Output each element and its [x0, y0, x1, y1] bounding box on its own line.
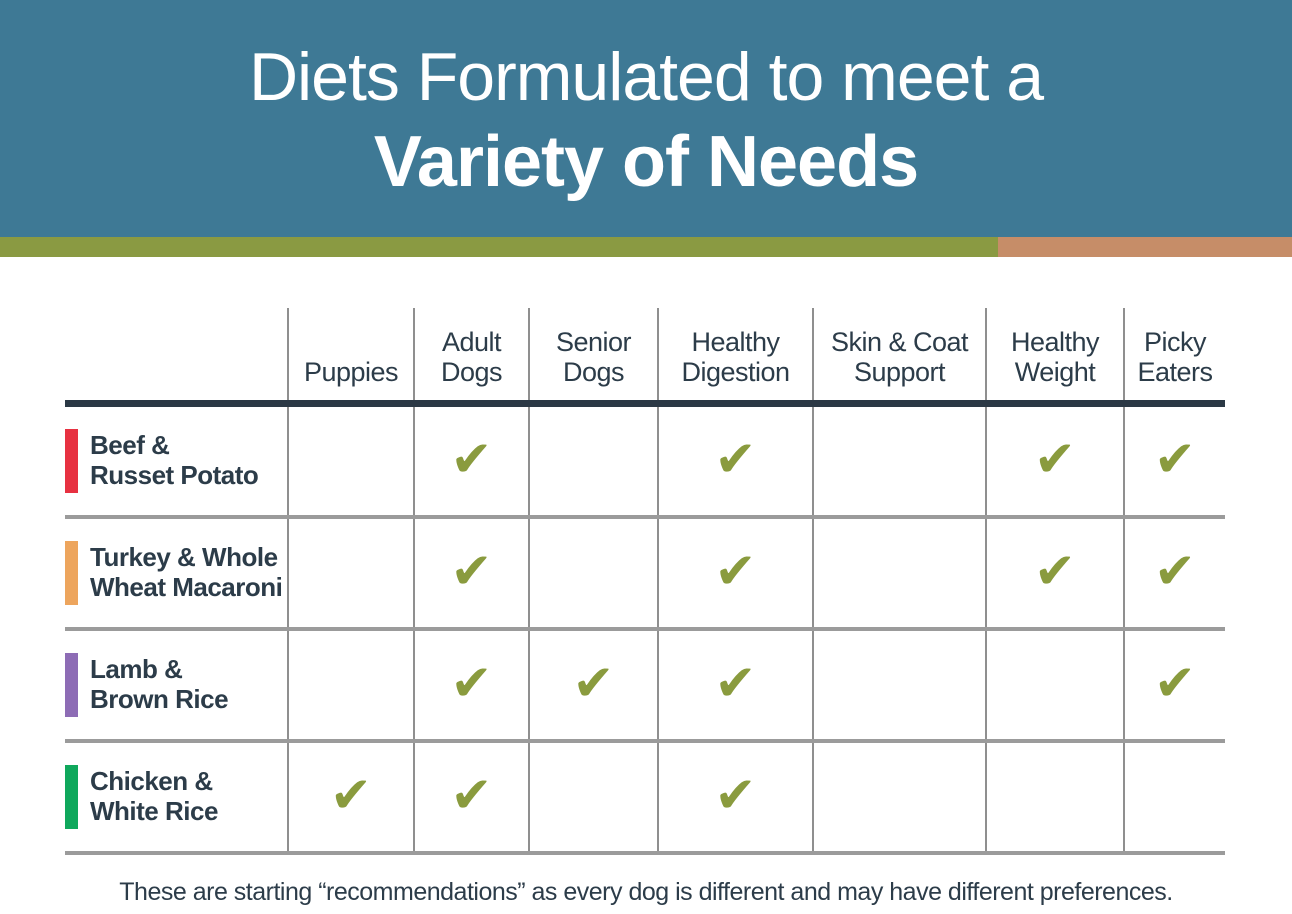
checkmark-icon: ✔ — [572, 655, 615, 711]
title-banner: Diets Formulated to meet a Variety of Ne… — [0, 0, 1292, 237]
column-header-text: Dogs — [562, 356, 625, 387]
row-label-text: Brown Rice — [90, 684, 229, 714]
checkmark-icon: ✔ — [450, 543, 493, 599]
column-header-adult-dogs: Adult Dogs — [413, 308, 528, 400]
table-body: Beef & Russet Potato ✔ ✔ ✔ ✔ Turkey & Whole Whe… — [65, 407, 1225, 855]
cell-skin-coat-support — [812, 631, 985, 739]
row-label-cell: Chicken & White Rice — [65, 743, 287, 851]
checkmark-icon: ✔ — [1154, 655, 1196, 711]
cell-senior-dogs — [528, 519, 657, 627]
row-label-text: Chicken & — [90, 766, 213, 797]
row-color-bar — [65, 541, 78, 605]
column-header-skin-coat-support: Skin & Coat Support — [812, 308, 985, 400]
cell-adult-dogs: ✔ — [413, 407, 528, 515]
row-label-cell: Lamb & Brown Rice — [65, 631, 287, 739]
accent-stripe-salmon — [998, 237, 1292, 257]
cell-healthy-digestion: ✔ — [657, 407, 812, 515]
checkmark-icon: ✔ — [714, 431, 757, 487]
accent-stripe-green — [0, 237, 998, 257]
cell-skin-coat-support — [812, 407, 985, 515]
cell-picky-eaters: ✔ — [1123, 407, 1225, 515]
column-header-text: Skin & Coat — [830, 326, 969, 357]
cell-healthy-weight: ✔ — [985, 407, 1123, 515]
row-label-text: White Rice — [90, 796, 218, 826]
cell-healthy-digestion: ✔ — [657, 743, 812, 851]
cell-puppies — [287, 519, 413, 627]
page-title-line1: Diets Formulated to meet a — [248, 39, 1044, 115]
row-color-bar — [65, 653, 78, 717]
cell-picky-eaters — [1123, 743, 1225, 851]
column-header-row: Puppies Adult Dogs Senior Dogs Healthy Digesti… — [65, 308, 1225, 400]
table-row-lamb-brown-rice: Lamb & Brown Rice ✔ ✔ ✔ ✔ — [65, 631, 1225, 743]
table-row-beef-russet-potato: Beef & Russet Potato ✔ ✔ ✔ ✔ — [65, 407, 1225, 519]
column-header-text: Weight — [1014, 356, 1096, 387]
page-title-line2: Variety of Needs — [373, 122, 919, 203]
cell-picky-eaters: ✔ — [1123, 519, 1225, 627]
column-header-text: Adult — [441, 326, 502, 357]
cell-senior-dogs — [528, 407, 657, 515]
column-header-picky-eaters: Picky Eaters — [1123, 308, 1225, 400]
table-row-turkey-whole-wheat-macaroni: Turkey & Whole Wheat Macaroni ✔ ✔ ✔ ✔ — [65, 519, 1225, 631]
row-label-text: Wheat Macaroni — [90, 572, 283, 602]
header-divider-line — [65, 400, 1225, 407]
cell-puppies: ✔ — [287, 743, 413, 851]
checkmark-icon: ✔ — [1034, 543, 1076, 599]
column-header-healthy-weight: Healthy Weight — [985, 308, 1123, 400]
checkmark-icon: ✔ — [714, 655, 757, 711]
row-label: Beef & Russet Potato — [90, 430, 259, 491]
row-label-text: Turkey & Whole — [90, 542, 278, 573]
accent-stripe — [0, 237, 1292, 257]
checkmark-icon: ✔ — [714, 543, 757, 599]
cell-picky-eaters: ✔ — [1123, 631, 1225, 739]
column-header-puppies: Puppies — [287, 308, 413, 400]
column-header-senior-dogs: Senior Dogs — [528, 308, 657, 400]
column-header-text: Puppies — [303, 356, 399, 387]
column-header-text: Eaters — [1137, 356, 1213, 387]
checkmark-icon: ✔ — [1034, 431, 1076, 487]
column-header-text: Healthy — [1010, 326, 1100, 357]
cell-puppies — [287, 407, 413, 515]
cell-adult-dogs: ✔ — [413, 631, 528, 739]
cell-adult-dogs: ✔ — [413, 519, 528, 627]
cell-skin-coat-support — [812, 519, 985, 627]
row-color-bar — [65, 429, 78, 493]
cell-healthy-weight — [985, 743, 1123, 851]
diet-comparison-table: Puppies Adult Dogs Senior Dogs Healthy Digesti… — [65, 308, 1225, 855]
cell-senior-dogs — [528, 743, 657, 851]
cell-senior-dogs: ✔ — [528, 631, 657, 739]
column-header-text: Digestion — [681, 356, 790, 387]
checkmark-icon: ✔ — [714, 767, 757, 823]
cell-puppies — [287, 631, 413, 739]
checkmark-icon: ✔ — [330, 767, 372, 823]
corner-cell — [65, 308, 287, 400]
column-header-healthy-digestion: Healthy Digestion — [657, 308, 812, 400]
column-header-text: Picky — [1143, 326, 1207, 357]
cell-healthy-digestion: ✔ — [657, 519, 812, 627]
column-header-text: Senior — [555, 326, 632, 357]
column-header-text: Dogs — [440, 356, 503, 387]
row-label: Turkey & Whole Wheat Macaroni — [90, 542, 283, 603]
checkmark-icon: ✔ — [450, 431, 493, 487]
footer-note: These are starting “recommendations” as … — [119, 878, 1173, 906]
row-label: Lamb & Brown Rice — [90, 654, 229, 715]
checkmark-icon: ✔ — [1154, 431, 1196, 487]
cell-healthy-weight: ✔ — [985, 519, 1123, 627]
table-row-chicken-white-rice: Chicken & White Rice ✔ ✔ ✔ — [65, 743, 1225, 855]
column-header-text: Healthy — [691, 326, 780, 357]
checkmark-icon: ✔ — [1154, 543, 1196, 599]
row-color-bar — [65, 765, 78, 829]
cell-healthy-weight — [985, 631, 1123, 739]
cell-skin-coat-support — [812, 743, 985, 851]
row-label-text: Lamb & — [90, 654, 183, 685]
checkmark-icon: ✔ — [450, 767, 493, 823]
row-label-text: Russet Potato — [90, 460, 259, 490]
row-label-cell: Turkey & Whole Wheat Macaroni — [65, 519, 287, 627]
column-header-text: Support — [853, 356, 946, 387]
cell-healthy-digestion: ✔ — [657, 631, 812, 739]
row-label: Chicken & White Rice — [90, 766, 218, 827]
row-label-cell: Beef & Russet Potato — [65, 407, 287, 515]
row-label-text: Beef & — [90, 430, 170, 461]
checkmark-icon: ✔ — [450, 655, 493, 711]
cell-adult-dogs: ✔ — [413, 743, 528, 851]
